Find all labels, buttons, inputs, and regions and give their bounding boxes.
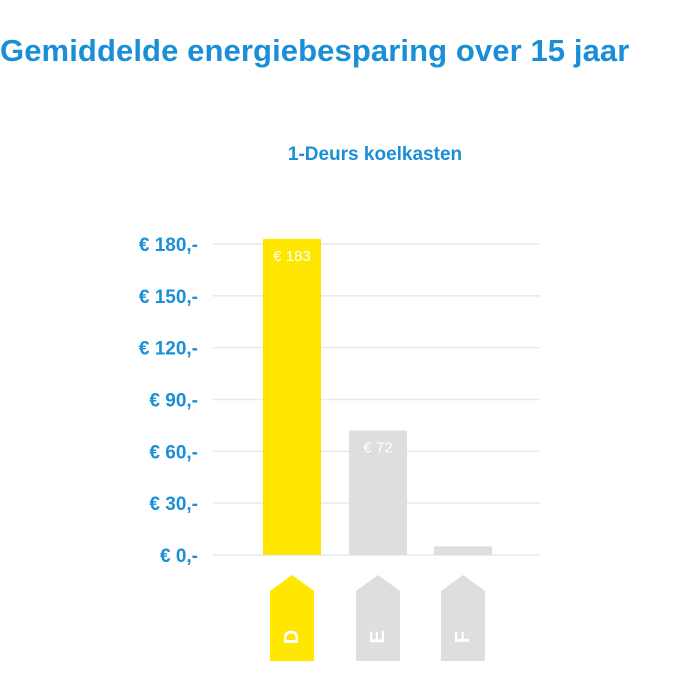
category-tag: [441, 575, 485, 661]
category-tag: [270, 575, 314, 661]
bar-value-label: € 72: [363, 440, 392, 457]
x-tick-label: D: [281, 630, 303, 644]
y-tick-label: € 90,-: [149, 391, 198, 412]
page-title: Gemiddelde energiebesparing over 15 jaar: [0, 33, 630, 68]
y-tick-label: € 180,-: [139, 235, 198, 256]
bar: [263, 238, 321, 556]
bar-value-label: € 183: [273, 248, 311, 265]
y-tick-label: € 0,-: [160, 546, 198, 567]
y-tick-label: € 30,-: [149, 494, 198, 515]
x-tick-label: E: [367, 630, 389, 643]
y-tick-label: € 120,-: [139, 339, 198, 360]
category-tag: [356, 575, 400, 661]
chart-subtitle: 1-Deurs koelkasten: [287, 144, 463, 165]
y-tick-label: € 150,-: [139, 287, 198, 308]
y-tick-label: € 60,-: [149, 442, 198, 463]
x-tick-label: F: [452, 631, 474, 643]
bar: [434, 546, 492, 555]
bar: [349, 430, 407, 555]
